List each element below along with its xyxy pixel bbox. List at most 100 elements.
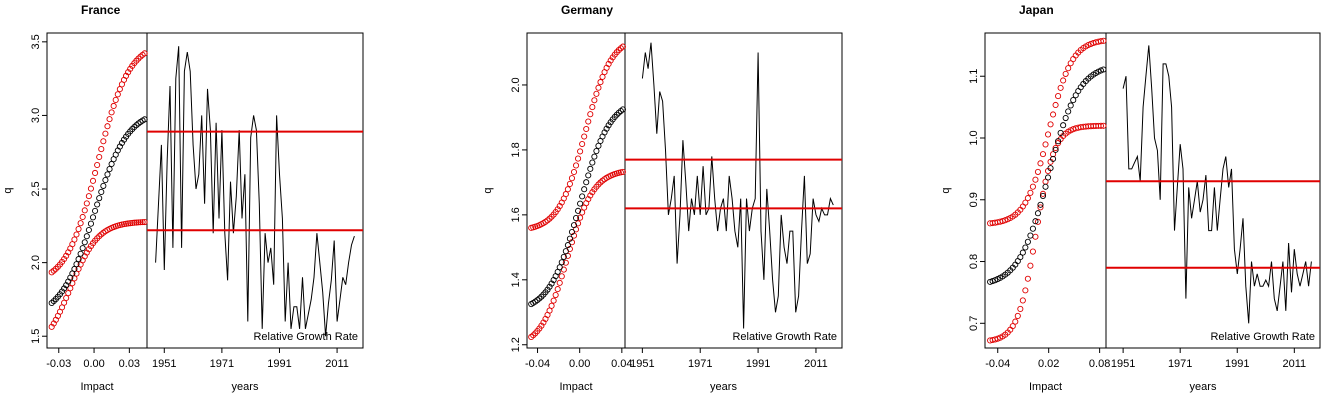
- impact-point-lower: [123, 220, 130, 227]
- impact-point-center: [1075, 87, 1082, 95]
- y-tick-label: 1.0: [968, 130, 980, 145]
- plot-frame: [984, 32, 1321, 349]
- impact-point-lower: [48, 323, 55, 330]
- impact-point-center: [564, 242, 571, 249]
- impact-point-lower: [1009, 323, 1016, 330]
- impact-point-center: [100, 182, 107, 189]
- impact-point-upper: [141, 50, 148, 57]
- impact-point-lower: [558, 273, 565, 280]
- year-tick-label: 2011: [325, 358, 349, 370]
- impact-axis-label: Impact: [559, 381, 592, 393]
- impact-point-upper: [1060, 77, 1067, 84]
- impact-tick-label: 0.04: [611, 358, 632, 370]
- impact-point-center: [98, 188, 105, 196]
- impact-point-lower: [538, 322, 545, 329]
- impact-point-center: [1067, 102, 1074, 109]
- impact-point-center: [79, 245, 86, 252]
- impact-point-center: [1070, 97, 1077, 104]
- impact-point-lower: [548, 302, 555, 309]
- impact-point-center: [131, 123, 138, 131]
- year-tick-label: 2011: [804, 358, 828, 370]
- impact-point-lower: [595, 181, 602, 188]
- impact-point-upper: [585, 118, 592, 125]
- impact-tick-label: -0.03: [46, 358, 71, 370]
- impact-point-center: [102, 177, 109, 184]
- impact-point-upper: [1037, 160, 1044, 167]
- impact-point-lower: [1014, 312, 1021, 319]
- impact-point-lower: [587, 192, 594, 199]
- year-tick-label: 1951: [1111, 358, 1135, 370]
- impact-point-center: [591, 153, 598, 160]
- impact-point-upper: [94, 161, 101, 169]
- impact-point-upper: [75, 226, 82, 233]
- impact-point-center: [1100, 66, 1107, 73]
- impact-point-lower: [552, 291, 559, 299]
- impact-point-center: [118, 139, 125, 147]
- impact-point-center: [1032, 218, 1039, 225]
- y-tick-label: 0.7: [968, 316, 980, 331]
- y-axis-label: q: [482, 187, 494, 193]
- impact-point-center: [58, 288, 66, 295]
- impact-point-upper: [1024, 195, 1031, 202]
- year-tick-label: 1991: [1225, 358, 1249, 370]
- impact-point-upper: [1097, 38, 1104, 45]
- impact-point-lower: [94, 235, 101, 242]
- chart-title: Japan: [1019, 3, 1054, 17]
- year-tick-label: 1971: [688, 358, 712, 370]
- impact-point-lower: [139, 219, 146, 226]
- impact-point-center: [129, 126, 136, 133]
- y-tick-label: 2.0: [30, 255, 42, 270]
- impact-point-center: [556, 264, 563, 271]
- relative-growth-rate-note: Relative Growth Rate: [732, 331, 837, 343]
- impact-point-center: [61, 285, 68, 292]
- y-tick-label: 1.2: [510, 337, 522, 352]
- impact-point-center: [1029, 225, 1036, 232]
- impact-point-center: [593, 147, 600, 155]
- year-tick-label: 1951: [630, 358, 654, 370]
- impact-point-lower: [133, 219, 140, 226]
- impact-point-upper: [1070, 55, 1077, 63]
- growth-rate-line: [641, 42, 834, 329]
- year-tick-label: 1971: [210, 358, 234, 370]
- impact-point-lower: [131, 219, 138, 226]
- impact-point-upper: [572, 162, 580, 169]
- impact-point-center: [1062, 114, 1069, 122]
- impact-point-center: [566, 235, 573, 242]
- impact-point-upper: [577, 148, 584, 155]
- year-tick-label: 1951: [152, 358, 176, 370]
- impact-point-upper: [114, 91, 121, 98]
- year-tick-label: 1971: [1168, 358, 1192, 370]
- impact-point-center: [560, 253, 567, 260]
- impact-point-center: [1019, 249, 1026, 256]
- y-tick-label: 1.6: [510, 207, 522, 222]
- impact-point-center: [538, 293, 545, 300]
- impact-point-lower: [137, 219, 144, 226]
- impact-point-center: [603, 125, 610, 132]
- y-tick-label: 1.5: [30, 329, 42, 344]
- plot-frame: [46, 32, 364, 349]
- impact-point-lower: [577, 214, 584, 221]
- impact-point-upper: [1034, 168, 1042, 175]
- impact-point-upper: [554, 206, 561, 213]
- impact-point-upper: [127, 65, 134, 72]
- impact-point-upper: [1062, 70, 1069, 77]
- impact-point-center: [1057, 129, 1064, 137]
- impact-point-lower: [67, 285, 74, 292]
- impact-point-upper: [83, 200, 90, 207]
- y-tick-label: 0.8: [968, 254, 980, 269]
- impact-point-upper: [85, 193, 92, 200]
- impact-point-lower: [127, 220, 134, 227]
- impact-point-center: [75, 256, 82, 263]
- impact-point-center: [73, 261, 80, 268]
- impact-point-center: [579, 193, 586, 200]
- years-axis-label: years: [232, 381, 259, 393]
- growth-rate-line: [155, 46, 355, 337]
- impact-tick-label: 0.00: [83, 358, 104, 370]
- impact-point-center: [1060, 122, 1067, 129]
- impact-point-center: [585, 172, 592, 179]
- impact-point-lower: [550, 297, 557, 304]
- year-tick-label: 1991: [746, 358, 770, 370]
- y-tick-label: 1.1: [968, 69, 980, 84]
- impact-point-upper: [92, 169, 99, 177]
- y-tick-label: 3.5: [30, 34, 42, 49]
